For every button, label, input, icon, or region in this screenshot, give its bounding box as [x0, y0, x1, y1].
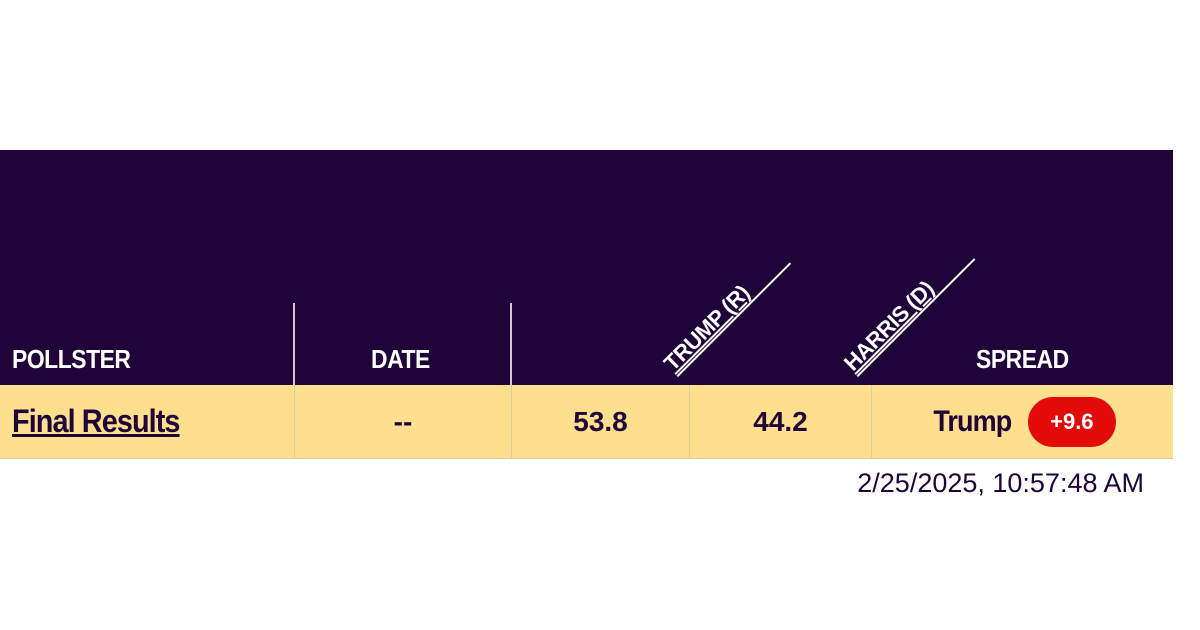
header-trump-label[interactable]: TRUMP (R)	[659, 245, 792, 377]
poll-table: POLLSTER DATE TRUMP (R) HARRIS (D) SPREA…	[0, 150, 1173, 459]
date-cell: --	[295, 385, 512, 458]
spread-cell: Trump +9.6	[872, 385, 1173, 458]
spread-leader: Trump	[933, 404, 1013, 438]
header-pollster: POLLSTER	[0, 303, 295, 385]
header-spread-label: SPREAD	[976, 344, 1069, 374]
pollster-link[interactable]: Final Results	[12, 403, 180, 439]
header-date: DATE	[295, 303, 512, 385]
table-header: POLLSTER DATE TRUMP (R) HARRIS (D) SPREA…	[0, 150, 1173, 385]
header-date-label: DATE	[371, 344, 430, 374]
trump-value-cell: 53.8	[512, 385, 690, 458]
pollster-cell: Final Results	[0, 385, 295, 458]
timestamp: 2/25/2025, 10:57:48 AM	[857, 468, 1144, 498]
harris-value-cell: 44.2	[690, 385, 872, 458]
spread-badge: +9.6	[1028, 396, 1116, 447]
header-pollster-label: POLLSTER	[12, 344, 131, 374]
table-row: Final Results -- 53.8 44.2 Trump +9.6	[0, 385, 1173, 459]
header-trump[interactable]: TRUMP (R)	[659, 245, 792, 377]
header-spread: SPREAD	[872, 303, 1173, 385]
